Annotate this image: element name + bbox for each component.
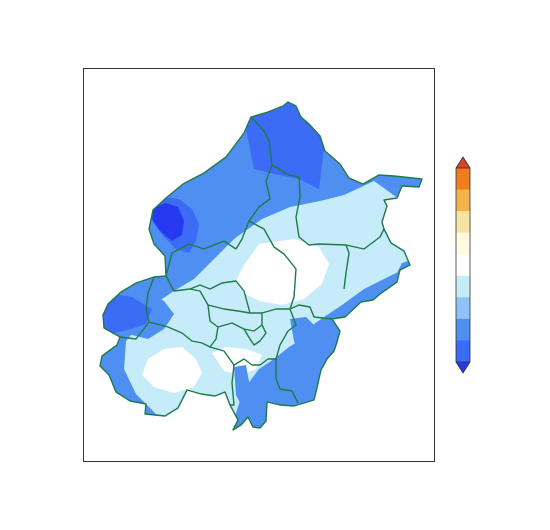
boundary-haidian xyxy=(165,275,251,314)
colorbar xyxy=(455,156,471,374)
contour-band-northwest-deepest xyxy=(152,203,184,241)
boundary-tongzhou-north xyxy=(289,304,333,320)
colorbar-extend-min-arrow xyxy=(456,362,470,373)
colorbar-bin xyxy=(456,232,470,255)
colorbar-extend-max-arrow xyxy=(456,157,470,168)
colorbar-bin xyxy=(456,297,470,320)
boundary-pinggu xyxy=(345,228,385,250)
contour-band-white-south xyxy=(212,347,262,375)
map-frame xyxy=(83,68,435,462)
boundary-fengtai xyxy=(148,321,219,348)
colorbar-bins xyxy=(456,168,470,363)
contour-band-white-center xyxy=(236,239,329,305)
contour-band-south-tongue xyxy=(234,365,264,430)
contour-band-white-southwest xyxy=(142,347,202,393)
colorbar-bin xyxy=(456,340,470,363)
colorbar-outline xyxy=(455,167,471,363)
boundary-huairou-miyun xyxy=(271,164,350,290)
boundary-changping-north xyxy=(165,240,237,277)
colorbar-bottom-outline xyxy=(455,361,471,374)
boundary-daxing-north xyxy=(209,346,276,366)
contour-band-deep-blue-north xyxy=(234,102,334,189)
boundary-inner-core xyxy=(207,304,263,332)
colorbar-bin xyxy=(456,275,470,298)
boundary-mentougou xyxy=(119,276,155,340)
colorbar-bin xyxy=(456,318,470,341)
boundary-daxing-west xyxy=(230,364,235,406)
boundary-tongzhou-south xyxy=(275,359,299,404)
district-boundaries xyxy=(99,101,423,431)
colorbar-bin xyxy=(456,189,470,212)
colorbar-bin xyxy=(456,168,470,190)
colorbar-top-outline xyxy=(455,156,471,169)
contour-band-southeast-blue xyxy=(290,317,330,379)
boundary-core-small xyxy=(243,324,267,346)
contour-fill-layer xyxy=(100,102,422,430)
beijing-map xyxy=(99,101,423,431)
boundary-yanqing-huairou xyxy=(235,116,273,250)
boundary-shunyi xyxy=(248,220,297,310)
colorbar-bin xyxy=(456,211,470,233)
colorbar-bin xyxy=(456,254,470,277)
